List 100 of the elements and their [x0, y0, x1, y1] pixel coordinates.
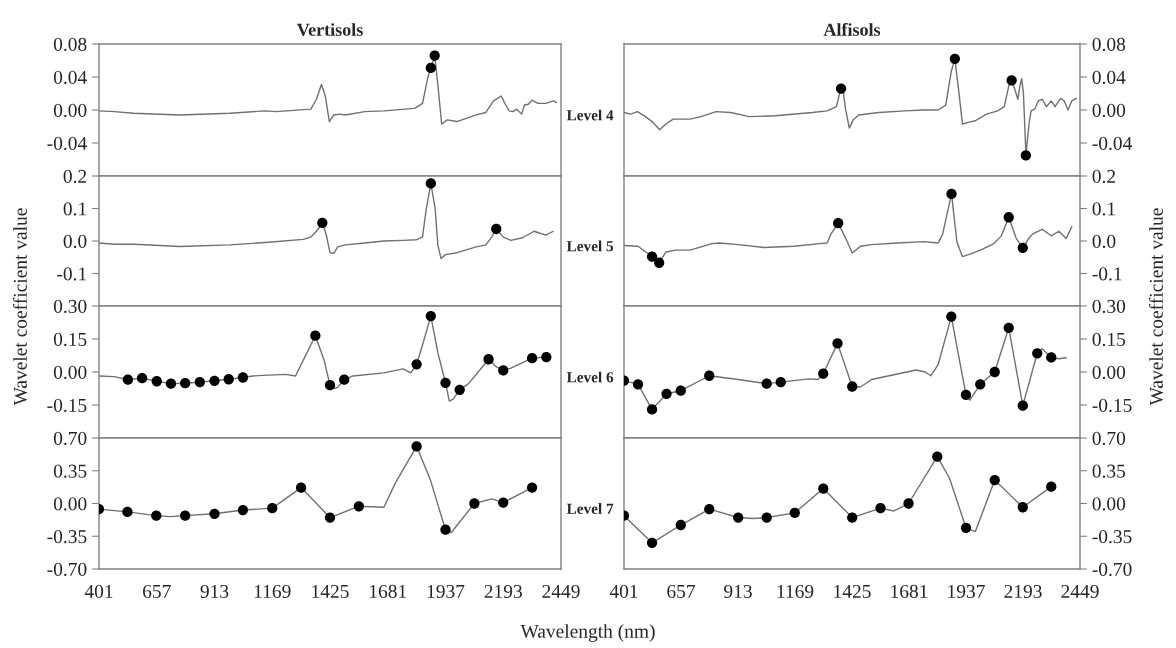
point	[469, 498, 480, 509]
x-tick-label: 1169	[254, 584, 291, 598]
point	[122, 374, 134, 385]
point	[165, 378, 177, 389]
point	[541, 351, 552, 363]
x-tick-label: 2449	[542, 584, 580, 598]
point	[1003, 322, 1014, 333]
y-tick-label: 0.30	[53, 299, 87, 314]
point	[498, 365, 509, 376]
y-tick-label: -0.15	[1092, 398, 1132, 413]
point	[632, 379, 644, 390]
point	[526, 352, 538, 364]
x-tick-label: 1425	[834, 584, 871, 598]
point	[646, 537, 658, 548]
point	[818, 483, 829, 494]
y-tick-label: -0.15	[47, 398, 87, 413]
y-tick-label: 0.2	[63, 169, 87, 184]
y-tick-label: -0.35	[47, 530, 87, 544]
y-tick-label: 0.1	[63, 202, 87, 216]
point	[483, 354, 494, 365]
point	[789, 507, 800, 519]
point	[267, 503, 278, 514]
point	[498, 497, 509, 508]
point	[1020, 150, 1032, 161]
y-tick-label: -0.1	[57, 267, 87, 281]
y-tick-label: 0.00	[1092, 497, 1126, 511]
y-tick-label: -0.04	[47, 136, 87, 151]
x-tick-label: 2193	[484, 584, 522, 598]
point	[491, 223, 502, 235]
point	[440, 524, 451, 535]
point	[733, 512, 744, 523]
point	[223, 374, 234, 385]
x-axis-title: Wavelength (nm)	[520, 624, 655, 642]
point	[661, 388, 672, 399]
point	[122, 506, 133, 518]
y-tick-label: -0.1	[1092, 267, 1122, 281]
point	[832, 338, 843, 349]
chart-title: Alfisols	[823, 22, 881, 36]
point	[835, 83, 847, 94]
x-tick-label: 1937	[427, 584, 465, 598]
y-tick-label: -0.04	[1092, 136, 1132, 151]
y-tick-label: 0.04	[53, 70, 87, 85]
point	[704, 370, 715, 381]
y-tick-label: 0.00	[1092, 103, 1126, 118]
point	[847, 381, 858, 392]
y-tick-label: 0.08	[1092, 37, 1126, 52]
point	[946, 311, 957, 322]
point	[960, 389, 972, 401]
y-tick-label: 0.70	[53, 431, 87, 446]
y-tick-label: 0.00	[53, 103, 87, 118]
point	[425, 310, 436, 322]
point	[989, 474, 1000, 486]
y-tick-label: 0.35	[1092, 464, 1126, 478]
point	[903, 498, 914, 509]
y-tick-label: -0.35	[1092, 530, 1132, 544]
point	[1003, 212, 1014, 223]
point	[949, 53, 961, 64]
point	[324, 380, 336, 391]
point	[646, 251, 658, 262]
point	[237, 504, 249, 516]
point	[932, 451, 943, 462]
point	[411, 441, 422, 452]
point	[324, 512, 336, 523]
x-tick-label: 1937	[948, 584, 985, 598]
y-tick-label: 0.30	[1092, 299, 1126, 314]
y-tick-label: 0.15	[53, 332, 87, 347]
x-tick-label: 401	[609, 584, 638, 598]
point	[295, 482, 307, 493]
x-tick-label: 1169	[777, 584, 814, 598]
chart-title: Vertisols	[296, 23, 363, 36]
text: Level 7	[566, 503, 614, 514]
point	[317, 217, 328, 228]
y-tick-label: 0.00	[53, 365, 87, 380]
point	[960, 522, 972, 533]
y-tick-label: 0.0	[63, 234, 87, 249]
text: Level 5	[566, 240, 614, 252]
point	[847, 512, 858, 523]
point	[310, 330, 321, 341]
point	[180, 510, 191, 521]
text: Level 4	[566, 109, 614, 121]
y-tick-label: 0.70	[1092, 431, 1126, 446]
y-tick-label: 0.15	[1092, 332, 1126, 347]
x-tick-label: 1681	[891, 584, 928, 598]
x-tick-label: 1681	[370, 584, 407, 598]
point	[761, 512, 772, 523]
x-tick-label: 657	[143, 584, 171, 598]
point	[646, 404, 658, 415]
point	[209, 375, 220, 386]
point	[151, 376, 162, 387]
point	[237, 372, 249, 383]
y-tick-label: 0.08	[53, 37, 87, 52]
point	[1032, 348, 1043, 359]
point	[353, 501, 365, 512]
point	[654, 257, 665, 268]
y-axis-title: Wavelet coefficient value	[1148, 208, 1163, 406]
y-tick-label: 0.00	[53, 497, 87, 511]
point	[194, 376, 205, 388]
point	[1006, 75, 1017, 86]
point	[151, 510, 162, 521]
x-tick-label: 913	[724, 584, 752, 598]
